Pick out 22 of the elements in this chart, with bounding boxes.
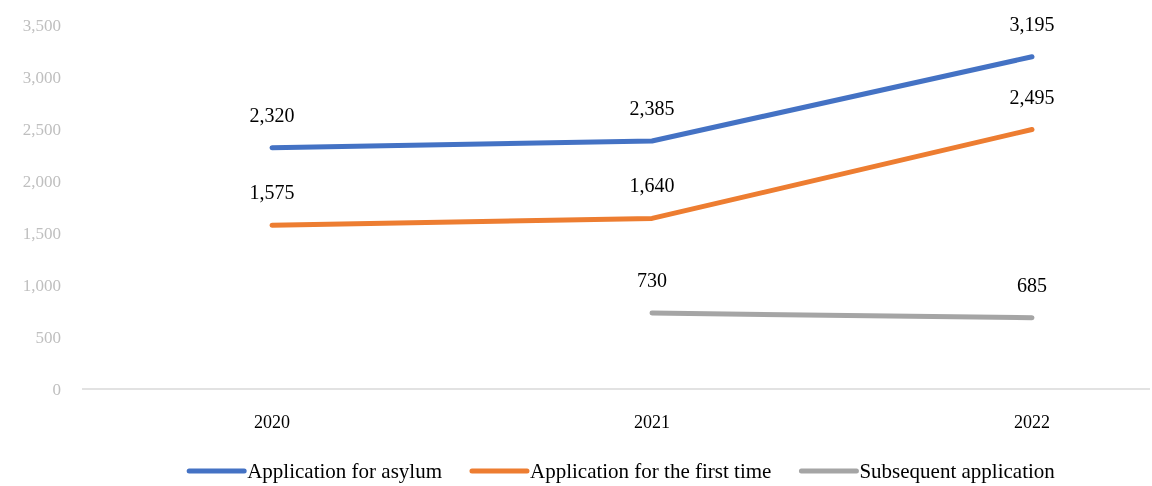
data-label: 685 — [1017, 273, 1047, 296]
legend-label: Application for the first time — [529, 459, 772, 484]
y-tick-label: 1,000 — [22, 275, 61, 295]
y-tick-label: 3,000 — [22, 67, 61, 87]
y-tick-label: 3,500 — [22, 15, 61, 35]
data-label: 2,495 — [1009, 85, 1055, 108]
y-tick-label: 1,500 — [22, 223, 61, 243]
data-label: 1,575 — [249, 181, 295, 204]
data-label: 2,320 — [249, 103, 295, 126]
data-label: 3,195 — [1009, 12, 1055, 35]
legend-label: Subsequent application — [859, 459, 1056, 484]
x-tick-label: 2022 — [1014, 412, 1050, 432]
y-tick-label: 2,000 — [22, 171, 61, 191]
legend-label: Application for asylum — [247, 459, 442, 484]
x-tick-label: 2020 — [254, 412, 290, 432]
data-label: 730 — [637, 269, 667, 292]
data-label: 1,640 — [629, 174, 675, 197]
y-tick-label: 2,500 — [22, 119, 61, 139]
y-tick-label: 0 — [52, 379, 61, 399]
y-tick-label: 500 — [35, 327, 61, 347]
x-tick-label: 2021 — [634, 412, 670, 432]
data-label: 2,385 — [629, 96, 675, 119]
